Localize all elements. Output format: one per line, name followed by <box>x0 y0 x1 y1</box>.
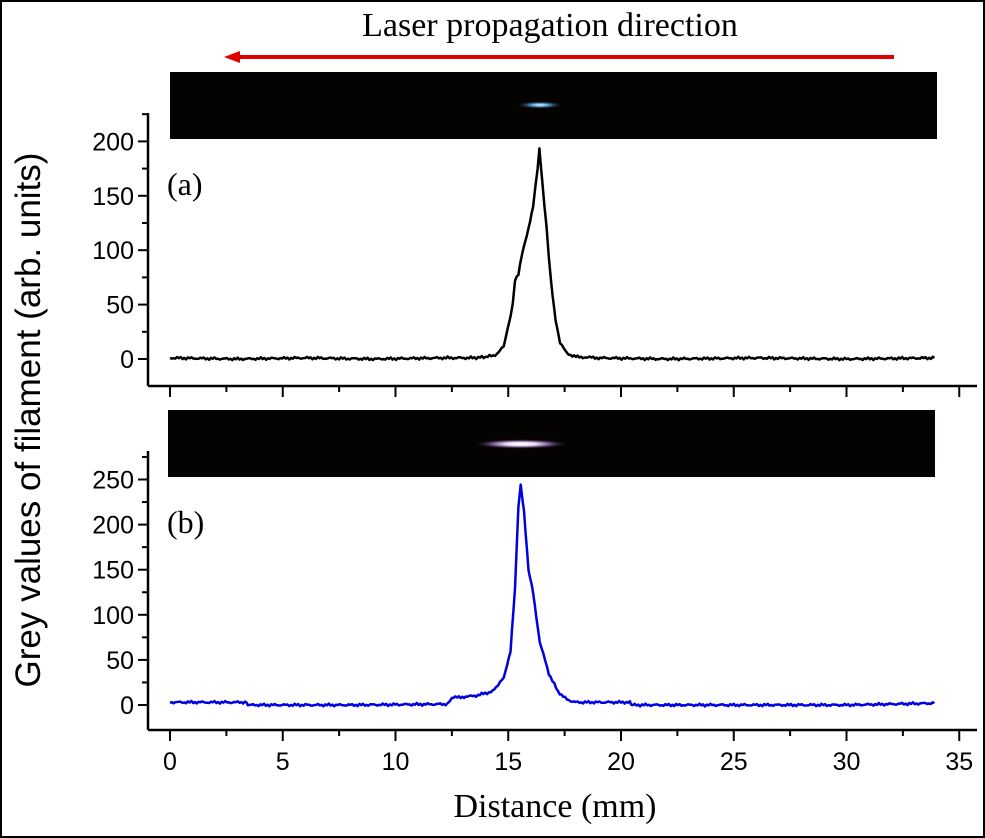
x-tick-label: 10 <box>382 748 410 776</box>
y-tick-label: 100 <box>92 602 134 630</box>
panel-label-a: (a) <box>167 166 203 202</box>
x-tick-label: 30 <box>833 748 861 776</box>
y-tick-label: 250 <box>92 467 134 495</box>
x-tick-label: 35 <box>945 748 973 776</box>
propagation-arrow <box>224 51 894 63</box>
y-tick-label: 200 <box>92 512 134 540</box>
series-line-a <box>169 147 936 362</box>
x-tick-label: 20 <box>607 748 635 776</box>
panel-label-b: (b) <box>167 504 204 540</box>
y-tick-label: 100 <box>92 237 134 265</box>
y-tick-label: 150 <box>92 557 134 585</box>
x-tick-label: 5 <box>276 748 290 776</box>
x-tick-label: 25 <box>720 748 748 776</box>
y-axis-label: Grey values of filament (arb. units) <box>9 153 48 688</box>
series-line-b <box>169 483 936 708</box>
x-tick-label: 15 <box>494 748 522 776</box>
y-tick-label: 50 <box>106 292 134 320</box>
x-axis-label: Distance (mm) <box>454 788 657 825</box>
panel-a: 0 50 100 150 200 <box>92 113 977 397</box>
filament-spot-a <box>516 101 564 109</box>
chart-title: Laser propagation direction <box>362 7 738 44</box>
panel-b: 0 50 100 150 200 250 0 5 10 15 20 25 30 35 <box>92 451 977 776</box>
y-tick-label: 0 <box>120 692 134 720</box>
filament-spot-b <box>473 439 569 449</box>
x-tick-label: 0 <box>163 748 177 776</box>
y-tick-label: 0 <box>120 346 134 374</box>
y-tick-label: 150 <box>92 183 134 211</box>
y-tick-label: 200 <box>92 128 134 156</box>
y-tick-label: 50 <box>106 647 134 675</box>
